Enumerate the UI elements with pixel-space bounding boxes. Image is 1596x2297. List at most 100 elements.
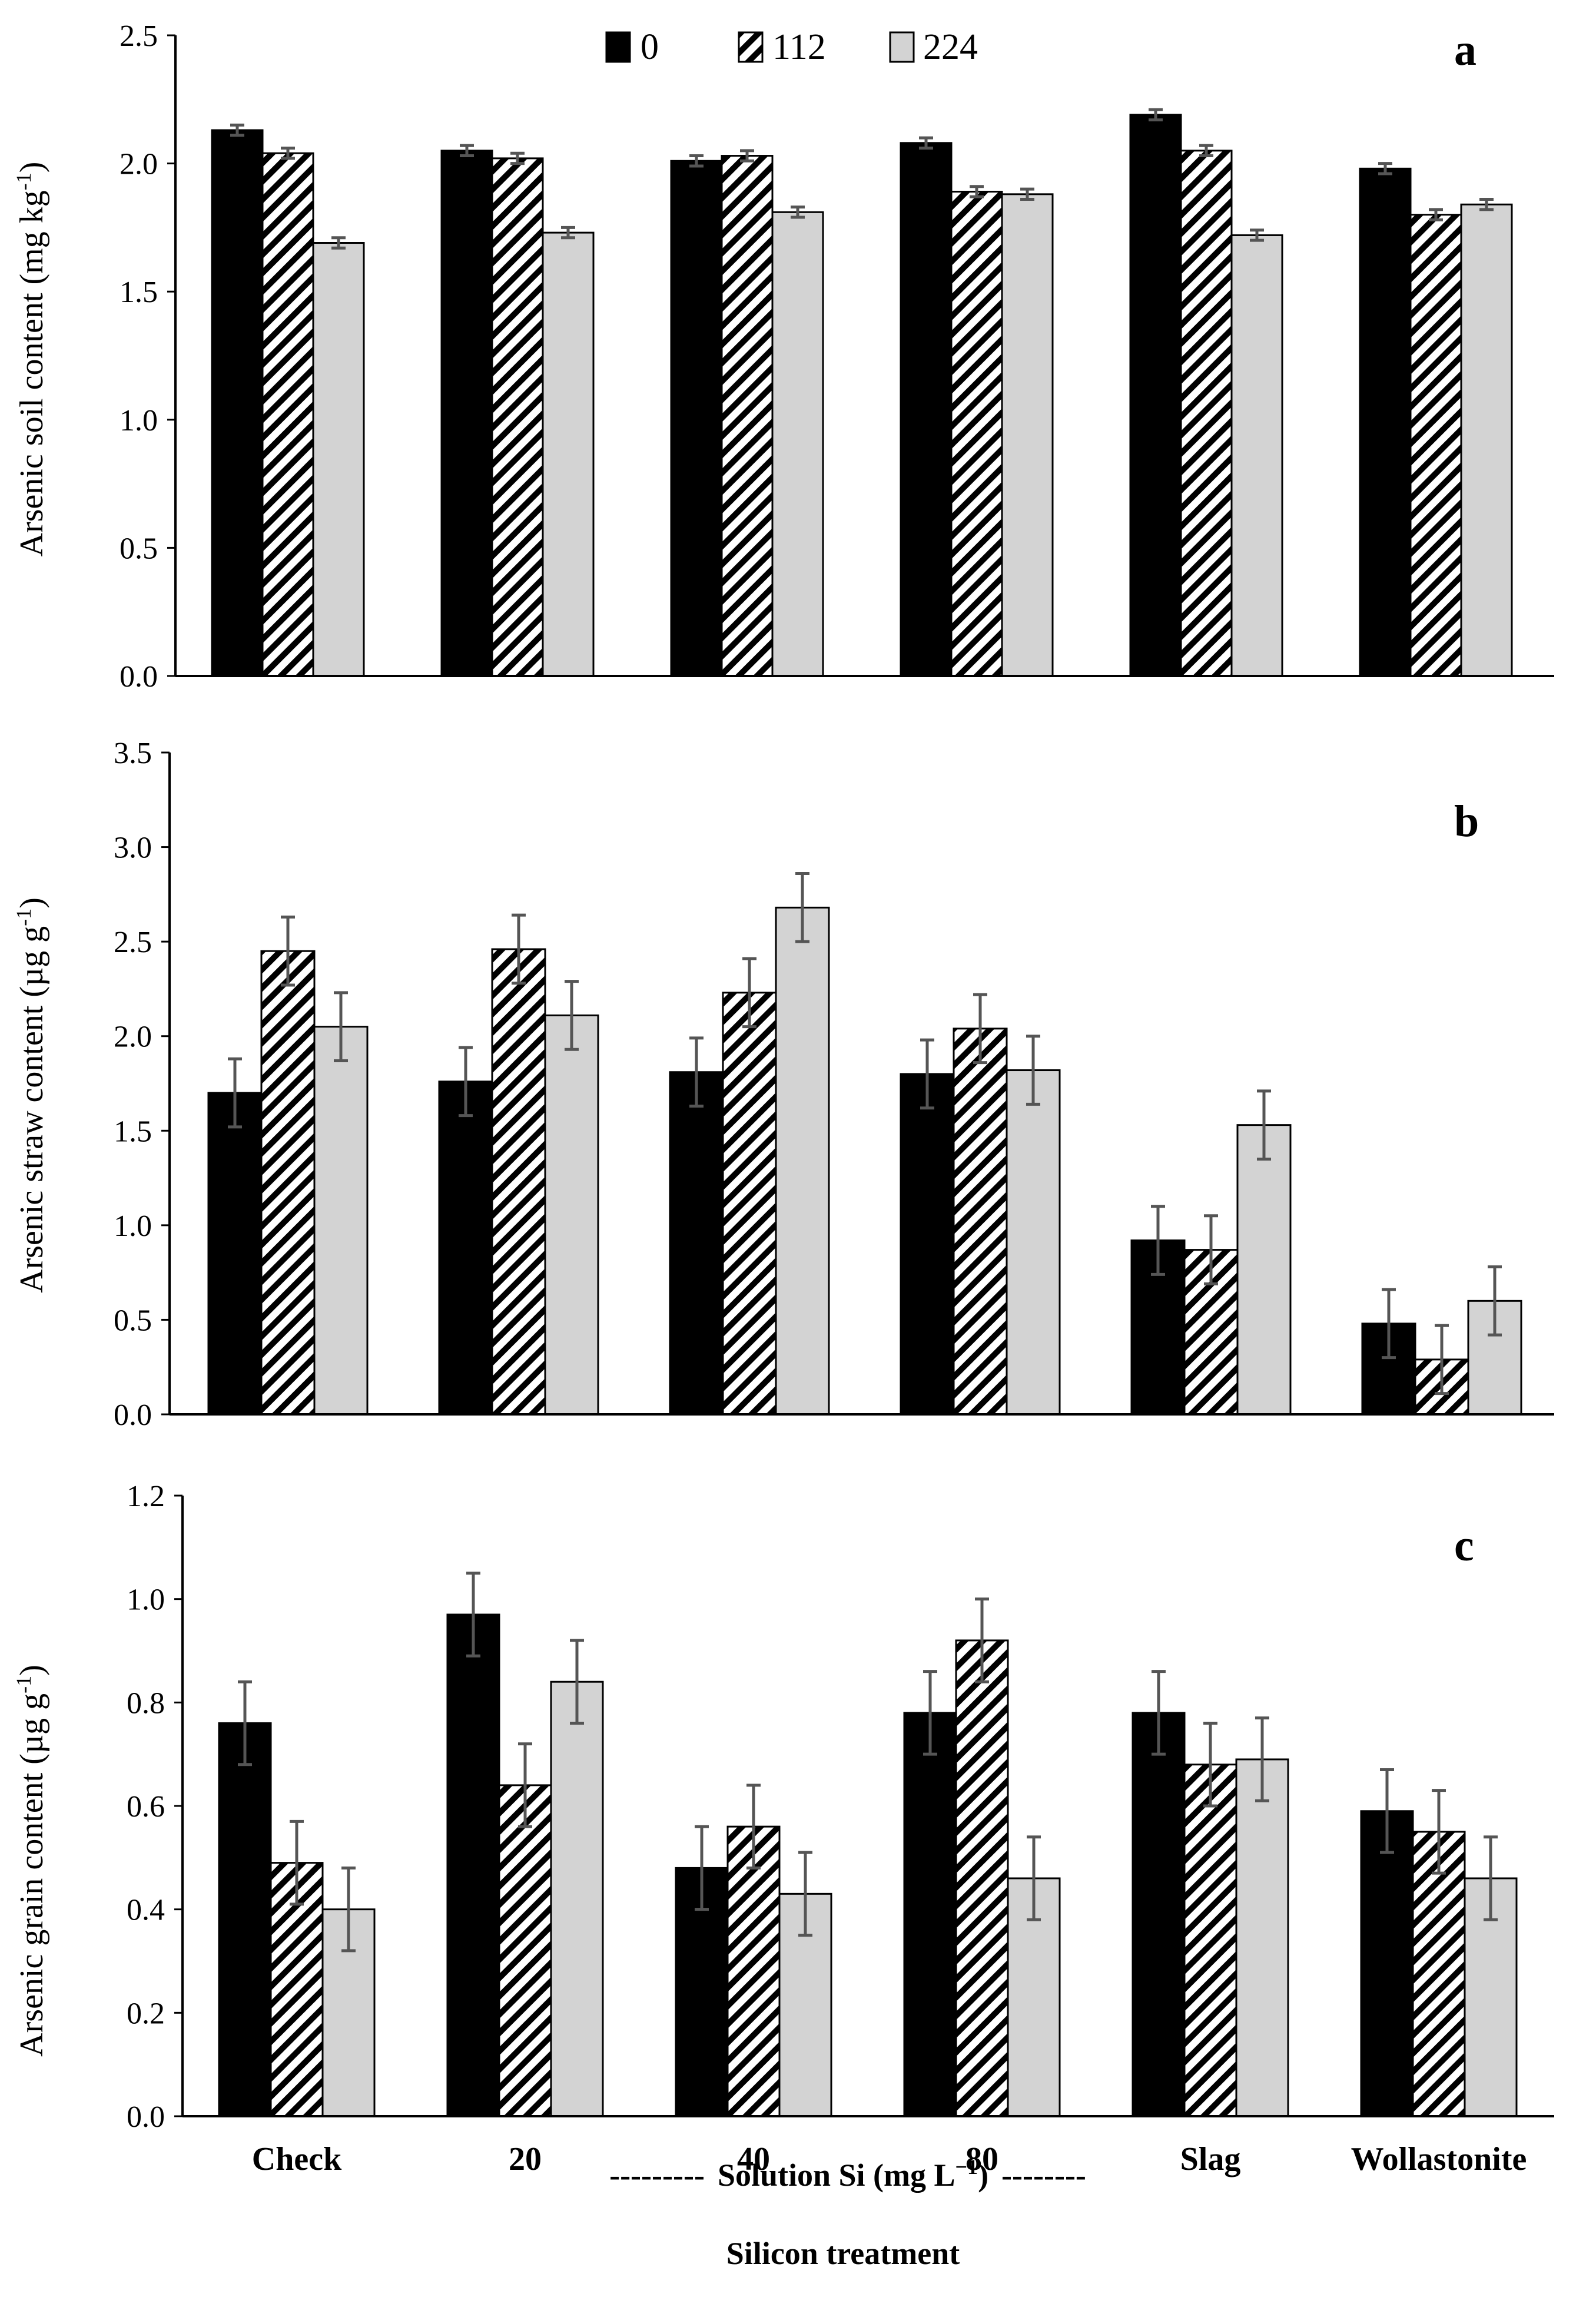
y-tick-label: 1.2 (127, 1480, 165, 1513)
panel-c-ylabel-close: ) (14, 1665, 50, 1676)
panel-c-ylabel-main: Arsenic grain content (µg g (14, 1693, 50, 2057)
svg-text:Arsenic straw content (µg g-1): Arsenic straw content (µg g-1) (12, 897, 50, 1293)
y-tick-label: 0.5 (120, 532, 158, 565)
panel-a-soil-chart: Arsenic soil content (mg kg-1) a 0.0 0.5 1… (12, 19, 1554, 694)
y-tick-label: 0.2 (127, 1997, 165, 2030)
panel-b-letter: b (1454, 797, 1479, 846)
x-dash-right: -------- (1001, 2157, 1086, 2193)
bar-a-112-slag (1180, 150, 1233, 677)
panel-c-y-ticks: 0.0 0.2 0.4 0.6 0.8 1.0 1.2 (127, 1480, 183, 2134)
legend-label-224: 224 (923, 27, 978, 67)
x-category-wollastonite: Wollastonite (1351, 2141, 1527, 2177)
bar-a-224-80 (1001, 193, 1054, 677)
legend-swatch-224 (889, 31, 915, 63)
y-tick-label: 3.5 (114, 737, 152, 770)
bar-c-0-check (218, 1722, 272, 2117)
bar-c-0-slag (1132, 1712, 1186, 2117)
bar-c-0-wollastonite (1360, 1810, 1414, 2117)
bar-a-0-wollastonite (1359, 167, 1412, 677)
panel-b-y-label: Arsenic straw content (µg g-1) (12, 897, 50, 1293)
bar-b-224-20 (544, 1014, 599, 1416)
bar-a-224-wollastonite (1460, 203, 1513, 677)
bar-a-112-40 (721, 155, 774, 677)
x-category-check: Check (252, 2141, 342, 2177)
bar-a-0-slag (1129, 114, 1182, 677)
panel-c-letter: c (1454, 1521, 1474, 1570)
panel-a-y-ticks: 0.0 0.5 1.0 1.5 2.0 2.5 (120, 19, 175, 694)
x-solution-close: ) (978, 2157, 988, 2193)
bar-a-112-80 (950, 190, 1003, 677)
bar-a-0-20 (440, 150, 493, 677)
y-tick-label: 2.5 (120, 19, 158, 53)
panel-b-ylabel-main: Arsenic straw content (µg g (14, 926, 50, 1293)
bar-a-224-40 (771, 211, 824, 677)
x-category-40: 40 (737, 2141, 770, 2177)
x-solution-text: Solution Si (mg L (718, 2157, 955, 2193)
panel-c-ylabel-sup: -1 (12, 1676, 35, 1693)
panel-a-ylabel-sup: -1 (12, 173, 35, 190)
bar-b-112-80 (953, 1027, 1008, 1416)
legend-label-0: 0 (641, 27, 659, 67)
bar-a-112-check (261, 152, 314, 677)
bar-c-112-slag (1183, 1764, 1237, 2117)
y-tick-label: 0.0 (114, 1398, 152, 1432)
bar-b-224-check (313, 1026, 369, 1416)
y-tick-label: 2.0 (120, 148, 158, 181)
panel-c-y-label: Arsenic grain content (µg g-1) (12, 1665, 50, 2057)
y-tick-label: 1.5 (114, 1115, 152, 1148)
legend-label-112: 112 (772, 27, 826, 67)
x-dash-left: --------- (609, 2157, 705, 2193)
bar-a-112-wollastonite (1409, 214, 1462, 677)
y-tick-label: 0.4 (127, 1894, 165, 1927)
bar-b-224-slag (1236, 1124, 1292, 1416)
x-axis-title: Silicon treatment (726, 2236, 960, 2271)
x-category-labels: Check 20 40 80 Slag Wollastonite (252, 2141, 1527, 2177)
bar-a-0-80 (900, 142, 953, 677)
y-tick-label: 0.5 (114, 1304, 152, 1337)
y-tick-label: 3.0 (114, 831, 152, 865)
bar-b-0-80 (900, 1073, 955, 1416)
panel-c-bars (218, 1572, 1518, 2117)
y-tick-label: 2.0 (114, 1020, 152, 1054)
y-tick-label: 0.0 (120, 660, 158, 694)
bar-b-0-check (207, 1092, 263, 1416)
panel-a-ylabel-close: ) (14, 162, 50, 173)
bar-b-112-20 (491, 948, 546, 1416)
panel-a-ylabel-main: Arsenic soil content (mg kg (14, 190, 50, 556)
y-tick-label: 0.8 (127, 1686, 165, 1720)
panel-a-bars (211, 108, 1513, 677)
bar-a-112-20 (491, 157, 544, 677)
panel-b-straw-chart: Arsenic straw content (µg g-1) b 0.0 0.5 1… (12, 737, 1554, 1432)
bar-b-0-40 (669, 1071, 724, 1416)
legend: 0 112 224 (605, 27, 978, 67)
y-tick-label: 1.5 (120, 276, 158, 309)
panel-b-ylabel-close: ) (14, 897, 50, 909)
bar-c-224-slag (1235, 1758, 1289, 2117)
x-category-20: 20 (509, 2141, 542, 2177)
bar-c-0-80 (903, 1712, 957, 2117)
bar-a-0-check (211, 129, 264, 677)
bar-b-112-check (260, 950, 316, 1416)
bar-a-0-40 (670, 160, 723, 677)
x-category-80: 80 (965, 2141, 998, 2177)
y-tick-label: 2.5 (114, 926, 152, 959)
x-axis-solution-label: --------- Solution Si (mg L−1) -------- (609, 2155, 1086, 2193)
bar-c-112-40 (726, 1825, 781, 2117)
bar-a-224-check (312, 242, 365, 677)
svg-text:Arsenic grain content (µg g-1): Arsenic grain content (µg g-1) (12, 1665, 50, 2057)
svg-text:Arsenic soil content (mg kg-1): Arsenic soil content (mg kg-1) (12, 162, 50, 557)
x-solution-sup: −1 (955, 2155, 978, 2179)
panel-a-letter: a (1454, 25, 1476, 75)
x-category-slag: Slag (1180, 2141, 1241, 2177)
panel-c-grain-chart: Arsenic grain content (µg g-1) c 0.00.20… (12, 1480, 1554, 2177)
bar-b-224-40 (775, 906, 830, 1416)
bar-a-224-20 (542, 231, 595, 677)
y-tick-label: 0.6 (127, 1790, 165, 1824)
panel-b-bars (207, 872, 1522, 1416)
bar-c-224-20 (550, 1681, 604, 2117)
panel-b-y-ticks: 0.0 0.5 1.0 1.5 2.0 2.5 3.0 3.5 (114, 737, 170, 1432)
y-tick-label: 1.0 (114, 1209, 152, 1243)
bar-b-224-80 (1006, 1069, 1061, 1416)
bar-c-112-20 (498, 1784, 552, 2117)
